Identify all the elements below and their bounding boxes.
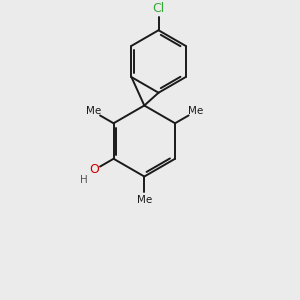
Text: H: H bbox=[80, 175, 88, 184]
Text: O: O bbox=[90, 163, 100, 176]
Text: Me: Me bbox=[85, 106, 101, 116]
Text: Me: Me bbox=[137, 195, 152, 205]
Text: Cl: Cl bbox=[152, 2, 165, 15]
Text: Me: Me bbox=[188, 106, 203, 116]
